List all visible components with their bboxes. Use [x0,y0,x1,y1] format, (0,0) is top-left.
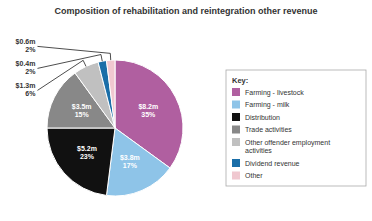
pie [47,60,183,196]
slice [106,60,115,128]
legend-label: Other [245,172,263,179]
slice [47,128,115,195]
legend-swatch [232,88,240,96]
data-label: $5.2m [77,145,97,153]
slice [106,128,170,196]
data-label: 23% [80,153,95,160]
data-label: $1.3m [16,82,36,90]
legend-label-line: Trade activities [245,126,292,133]
legend-label-line: Dividend revenue [245,160,300,167]
data-label: 2% [25,46,36,53]
legend-label: Trade activities [245,126,292,133]
leader-line [37,60,86,90]
legend-label: Other offender employmentactivities [245,139,330,155]
data-labels: $8.2m35%$3.8m17%$5.2m23%$3.5m15%$0.6m2%$… [16,38,159,169]
data-label: 6% [25,90,36,97]
legend-swatch [232,159,240,167]
legend-label-line: Distribution [245,114,280,121]
data-label: $0.6m [16,38,36,46]
data-label: $3.8m [120,154,140,162]
slice [98,61,115,128]
chart: Composition of rehabilitation and reinte… [0,0,372,221]
legend-label: Farming - milk [245,101,290,109]
data-label: 35% [141,111,156,118]
legend-title: Key: [232,76,248,85]
data-label: 15% [75,111,90,118]
legend-label: Distribution [245,114,280,121]
legend-label: Farming - livestock [245,89,304,97]
data-label: 17% [123,162,138,169]
data-label: 2% [25,68,36,75]
legend-swatch [232,172,240,180]
leader-line [37,55,102,69]
legend-label-line: Farming - livestock [245,89,304,97]
legend: Key: Farming - livestock Farming - milk Dis… [226,70,366,186]
title: Composition of rehabilitation and reinte… [54,6,317,16]
data-label: $0.4m [16,60,36,68]
legend-label-line: Other offender employment [245,139,330,147]
legend-frame [226,70,366,186]
legend-label-line: activities [245,147,272,154]
leader-line [37,46,110,60]
legend-label-line: Other [245,172,263,179]
legend-label-line: Farming - milk [245,101,290,109]
legend-swatch [232,138,240,146]
data-label: $3.5m [72,103,92,111]
legend-swatch [232,126,240,134]
legend-swatch [232,101,240,109]
legend-label: Dividend revenue [245,160,300,167]
legend-swatch [232,113,240,121]
data-label: $8.2m [138,103,158,111]
